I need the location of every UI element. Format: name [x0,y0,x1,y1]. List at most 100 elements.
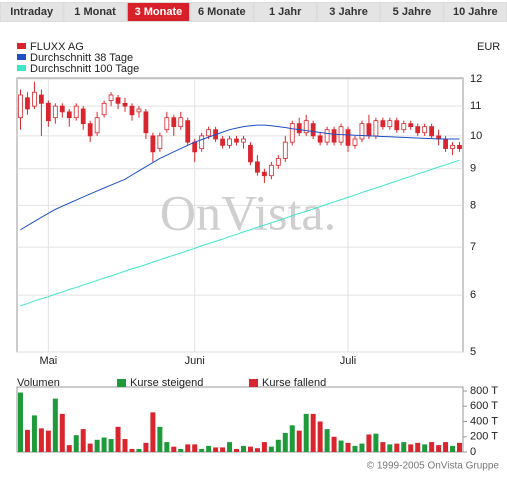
candle-body [296,123,302,134]
candle-body [45,102,51,122]
legend-label: Durchschnitt 100 Tage [30,63,139,75]
tab[interactable] [1,3,63,21]
volume-bar [394,443,400,452]
volume-bar [227,442,233,452]
volume-bar [331,436,337,452]
candle-body [227,138,232,146]
legend-swatch [17,43,26,49]
watermark: OnVista. [160,184,336,240]
candle-body [199,135,205,149]
y-tick-label: 11 [470,100,481,112]
y-tick-label: 12 [470,73,482,85]
volume-bar [254,448,260,452]
tab[interactable] [254,3,316,21]
y-tick-label: 200 T [470,431,498,443]
volume-bar [38,428,44,452]
candle-body [241,138,246,143]
volume-bar [415,442,421,452]
y-tick-label: 5 [470,346,476,358]
volume-bar [206,445,212,452]
candle-body [373,120,379,137]
tab-label[interactable]: 10 Jahre [453,6,498,18]
volume-bar [359,443,365,452]
volume-bar [408,444,414,452]
volume-bar [157,426,163,452]
candle-body [275,158,281,166]
y-tick-label: 6 [470,289,476,301]
volume-bar [136,448,142,452]
tab-label[interactable]: 3 Monate [135,6,183,18]
tab[interactable] [191,3,253,21]
candle-body [429,126,435,137]
candle-body [192,141,198,153]
y-tick-label: 0 [470,446,476,458]
candle-body [394,120,400,131]
candle-body [380,120,386,128]
moving-average [20,159,460,307]
legend-swatch [17,54,26,60]
candle-body [234,138,239,143]
volume-bar [338,440,344,452]
volume-bar [52,398,58,452]
candle-body [52,105,58,119]
candle-body [38,94,44,104]
y-tick-label: 400 T [470,415,498,427]
volume-bar [129,448,135,452]
legend-label: FLUXX AG [30,41,84,53]
tab[interactable] [317,3,380,21]
candle-body [206,129,212,137]
tab-label[interactable]: 1 Monat [74,6,116,18]
candle-body [18,94,23,119]
candle-body [25,97,30,110]
x-tick-label: Juli [340,355,357,367]
volume-bar [436,445,442,452]
tab-label[interactable]: 3 Jahre [329,6,368,18]
tab-label[interactable]: 1 Jahr [269,6,302,18]
candle-body [185,120,191,143]
volume-bar [66,445,72,452]
tab-label[interactable]: Intraday [10,6,54,18]
volume-title: Volumen [17,377,60,389]
volume-bar [122,439,128,452]
volume-bar [324,429,330,452]
candle-body [268,164,274,177]
candle-body [310,123,316,137]
candle-body [255,161,260,173]
legend-swatch [117,379,126,387]
volume-area [16,386,464,453]
candle-body [101,102,107,116]
volume-bar [80,429,86,452]
tab-label[interactable]: 5 Jahre [393,6,432,18]
volume-bar [457,442,463,452]
candle-body [387,120,393,128]
volume-bar [380,442,386,452]
volume-bar [171,446,177,452]
tab[interactable] [444,3,506,21]
legend-swatch [17,65,26,71]
volume-bar [17,392,23,452]
candle-body [122,102,128,107]
candle-body [352,138,358,146]
tab[interactable] [64,3,126,21]
moving-average [20,124,460,231]
footer: © 1999-2005 OnVista Gruppe [367,461,500,472]
candle-body [164,117,170,131]
volume-bar [150,412,156,452]
candle-body [282,141,288,159]
unit-label: EUR [477,41,500,53]
candle-body [248,144,253,163]
candle-body [261,171,267,177]
tab[interactable] [127,3,190,21]
volume-bar [373,433,379,452]
tab-label[interactable]: 6 Monate [198,6,246,18]
volume-bar [240,445,246,452]
tab[interactable] [381,3,443,21]
volume-bar [303,413,309,452]
volume-bar [282,432,288,452]
y-tick-label: 7 [470,241,476,253]
candle-body [108,94,114,101]
volume-bar [164,442,170,452]
candle-body [408,123,414,128]
legend-label: Durchschnitt 38 Tage [30,52,133,64]
candle-body [80,108,86,125]
